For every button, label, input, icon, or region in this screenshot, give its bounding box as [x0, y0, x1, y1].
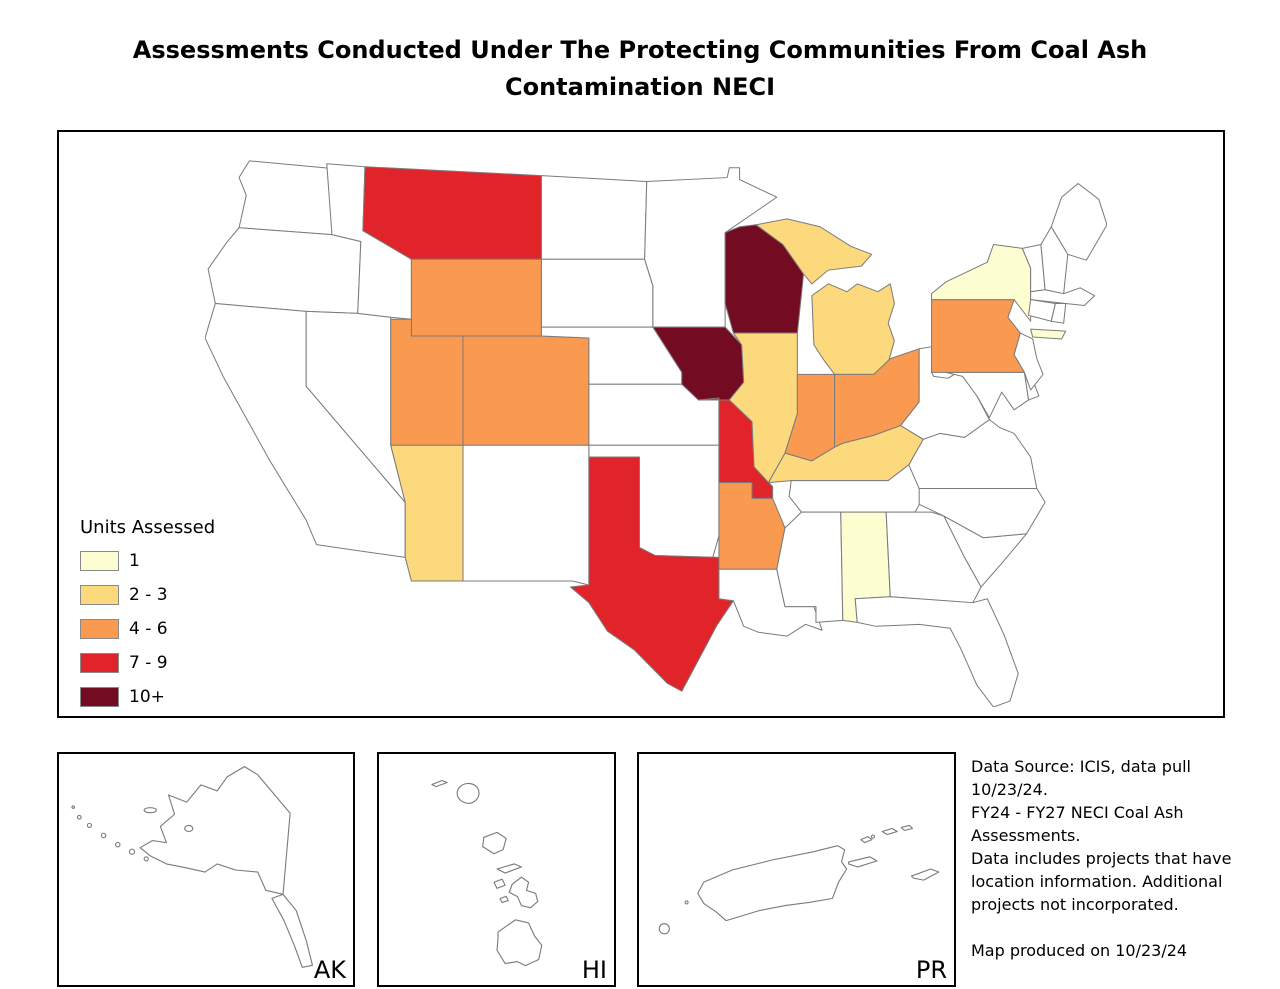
legend-title: Units Assessed [80, 517, 216, 538]
puerto-rico-map [658, 824, 940, 935]
puerto-rico-outline [697, 845, 848, 922]
mona-island-outline [658, 923, 670, 935]
culebra-outline [860, 836, 873, 844]
aleutian-island [128, 848, 136, 855]
inset-hawaii: HI [377, 752, 616, 987]
lanai-outline [493, 878, 506, 889]
alaska-island [143, 807, 157, 814]
alaska-island [184, 824, 194, 833]
st-john-outline [900, 824, 914, 832]
state-ma [1030, 287, 1096, 306]
inset-label-ak: AK [313, 956, 346, 984]
legend-label-4: 7 - 9 [129, 652, 168, 673]
state-nc [918, 488, 1046, 539]
aleutian-island [100, 832, 107, 839]
legend-row-1: 1 [80, 550, 215, 571]
state-ms [776, 511, 844, 623]
state-ar [718, 482, 786, 570]
desecheo-islet [684, 900, 689, 905]
notes-block: Data Source: ICIS, data pull 10/23/24. F… [971, 755, 1271, 962]
legend-row-2: 2 - 3 [80, 584, 215, 605]
note-line [971, 916, 1271, 939]
hawaii-map [431, 779, 543, 967]
note-line: Map produced on 10/23/24 [971, 941, 1188, 960]
state-co [462, 335, 590, 446]
alaska-map [71, 766, 314, 968]
legend-label-2: 2 - 3 [129, 584, 168, 605]
legend-row-4: 7 - 9 [80, 652, 215, 673]
niihau-outline [431, 779, 448, 788]
st-croix-outline [910, 868, 940, 881]
kauai-outline [456, 782, 480, 804]
legend-swatch-2 [80, 584, 119, 605]
state-mt [362, 166, 542, 260]
note-line: location information. Additional [971, 872, 1223, 891]
state-nd [540, 175, 648, 260]
state-ri [1050, 303, 1067, 324]
legend-swatch-4 [80, 652, 119, 673]
aleutian-island [115, 841, 121, 848]
state-ny-long-island [1030, 328, 1067, 340]
legend-swatch-1 [80, 550, 119, 571]
state-pa [931, 299, 1025, 373]
legend: Units Assessed 1 2 - 3 4 - 6 7 - 9 10+ [80, 517, 215, 720]
map-title-line2: Contamination NECI [504, 73, 776, 101]
note-line: Data Source: ICIS, data pull [971, 757, 1191, 776]
aleutian-island [71, 805, 75, 809]
note-line: Assessments. [971, 826, 1081, 845]
state-nm [462, 444, 590, 586]
state-mi-upper [755, 218, 873, 285]
legend-label-5: 10+ [129, 686, 165, 707]
st-thomas-outline [881, 827, 898, 836]
state-wy [410, 258, 542, 337]
culebra-islet [870, 834, 876, 839]
state-or [207, 227, 362, 314]
aleutian-island [76, 814, 82, 820]
note-line: Data includes projects that have [971, 849, 1232, 868]
inset-label-pr: PR [915, 956, 947, 984]
state-wa [238, 160, 336, 236]
note-line: projects not incorporated. [971, 895, 1179, 914]
vieques-outline [848, 856, 878, 868]
main-map-frame: Units Assessed 1 2 - 3 4 - 6 7 - 9 10+ [57, 130, 1225, 718]
note-line: 10/23/24. [971, 780, 1048, 799]
state-mi-lower [811, 283, 895, 375]
aleutian-island [143, 856, 149, 862]
alaska-outline [139, 766, 291, 895]
aleutian-island [86, 822, 92, 828]
map-title-line1: Assessments Conducted Under The Protecti… [132, 36, 1148, 64]
state-fl [854, 596, 1019, 707]
us-choropleth-map [205, 160, 1107, 707]
legend-row-3: 4 - 6 [80, 618, 215, 639]
molokai-outline [496, 863, 522, 874]
inset-label-hi: HI [581, 956, 607, 984]
state-sd [540, 258, 654, 328]
legend-row-5: 10+ [80, 686, 215, 707]
inset-puerto-rico: PR [637, 752, 956, 987]
legend-swatch-5 [80, 686, 119, 707]
legend-swatch-3 [80, 618, 119, 639]
legend-label-3: 4 - 6 [129, 618, 168, 639]
hawaii-island-outline [496, 919, 543, 967]
maui-outline [508, 876, 539, 909]
alaska-panhandle-outline [271, 893, 314, 968]
state-ct [1028, 299, 1056, 322]
state-ut [390, 318, 464, 446]
note-line: FY24 - FY27 NECI Coal Ash [971, 803, 1184, 822]
state-mn [644, 167, 778, 328]
state-ny [931, 243, 1032, 322]
state-nj [1013, 332, 1044, 391]
map-title: Assessments Conducted Under The Protecti… [0, 32, 1280, 106]
kahoolawe-outline [499, 895, 509, 904]
oahu-outline [482, 831, 507, 855]
state-me [1050, 182, 1107, 261]
state-tx [569, 456, 734, 692]
inset-alaska: AK [57, 752, 355, 987]
legend-label-1: 1 [129, 550, 140, 571]
